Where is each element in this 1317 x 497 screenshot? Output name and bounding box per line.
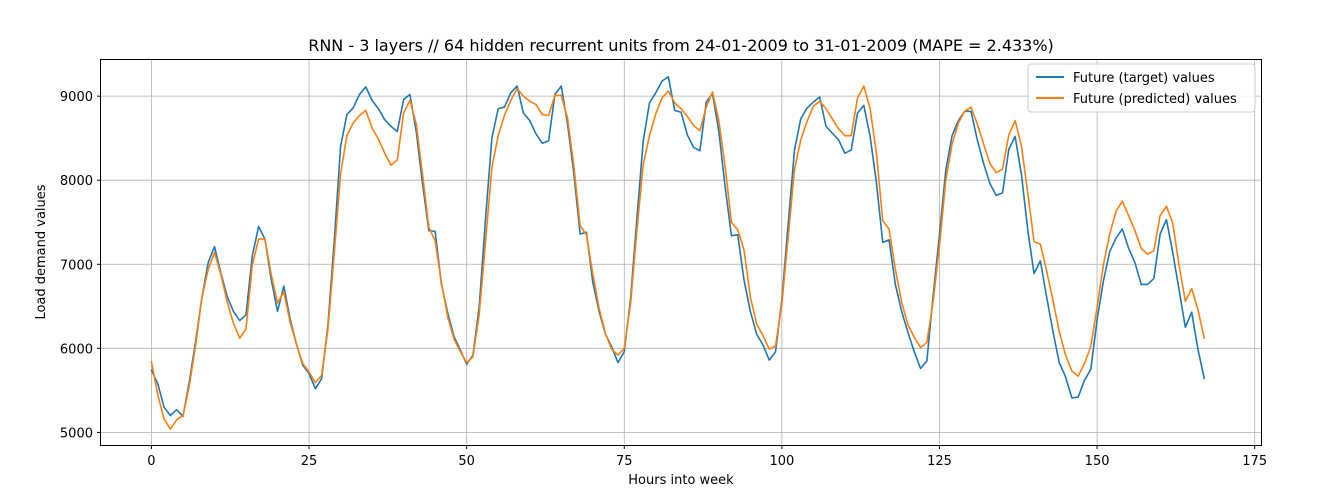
grid <box>101 60 1261 445</box>
series-lines <box>150 76 1206 430</box>
x-tick-label: 25 <box>301 454 318 469</box>
x-tick-label: 175 <box>1242 454 1267 469</box>
y-tick-label: 9000 <box>60 90 93 105</box>
x-tick-label: 50 <box>458 454 475 469</box>
legend-box <box>1027 63 1256 113</box>
y-tick-label: 5000 <box>60 426 93 441</box>
x-tick-label: 0 <box>147 454 155 469</box>
chart-title: RNN - 3 layers // 64 hidden recurrent un… <box>308 36 1054 55</box>
x-tick-label: 125 <box>927 454 952 469</box>
legend-label-target: Future (target) values <box>1073 71 1215 86</box>
x-tick-label: 100 <box>769 454 794 469</box>
y-tick-label: 6000 <box>60 342 93 357</box>
y-tick-label: 8000 <box>60 174 93 189</box>
x-tick-label: 150 <box>1085 454 1110 469</box>
series-line-predicted <box>150 85 1206 430</box>
x-axis-label: Hours into week <box>628 473 734 488</box>
legend: Future (target) values Future (predicted… <box>1027 63 1256 113</box>
plot-frame <box>100 59 1262 446</box>
y-axis-label: Load demand values <box>34 184 49 319</box>
x-tick-label: 75 <box>616 454 633 469</box>
y-tick-label: 7000 <box>60 258 93 273</box>
legend-label-predicted: Future (predicted) values <box>1073 92 1237 107</box>
axis-ticks: 0 25 50 75 100 125 150 175 5000 6000 7000 8000 9000 <box>60 90 1267 469</box>
